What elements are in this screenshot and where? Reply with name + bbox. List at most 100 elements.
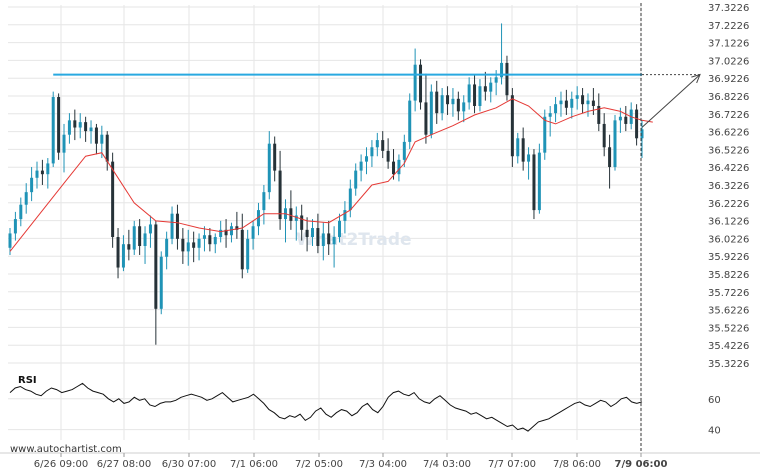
candle-body [19,204,23,220]
y-tick-label: 35.6226 [708,306,749,317]
candle-body [462,102,466,112]
candle-body [273,143,277,171]
watermark: What2Trade [296,230,412,250]
x-tick-label: 7/1 06:00 [230,459,278,470]
candle-body [159,256,163,309]
y-tick-label: 36.3226 [708,181,749,192]
x-tick-label: 6/30 07:00 [162,459,216,470]
x-tick-label: 6/27 08:00 [97,459,151,470]
x-tick-label: 7/4 03:00 [423,459,471,470]
candle-body [84,122,88,132]
candle-body [608,147,612,168]
x-tick-label: 6/26 09:00 [34,459,88,470]
rsi-axis-ticks: 60 40 [708,395,721,437]
candle-body [532,154,536,211]
candle-body [116,237,120,268]
candle-body [478,86,482,106]
candle-body [197,238,201,248]
candle-body [300,215,304,230]
candle-body [321,233,325,246]
candle-body [575,95,579,99]
candle-body [559,100,563,105]
candle-body [67,120,71,135]
candle-body [111,161,115,238]
candle-body [548,113,552,117]
candle-body [402,141,406,160]
candle-body [175,213,179,239]
candle-body [375,140,379,148]
candle-body [13,219,17,234]
x-tick-label: 7/8 06:00 [553,459,601,470]
y-tick-label: 35.3226 [708,359,749,370]
projection-arrow-head [691,73,701,84]
y-tick-label: 37.1226 [708,39,749,50]
candle-body [132,226,136,250]
candle-body [381,140,385,151]
y-tick-label: 36.8226 [708,92,749,103]
y-tick-label: 36.7226 [708,110,749,121]
y-tick-label: 36.9226 [708,74,749,85]
candle-body [251,226,255,239]
candle-body [408,100,412,142]
y-tick-label: 36.6226 [708,128,749,139]
candle-body [289,208,293,221]
y-tick-label: 35.4226 [708,341,749,352]
candle-body [105,134,109,162]
candle-body [208,235,212,245]
candle-body [219,229,223,238]
candle-body [165,238,169,257]
y-axis-ticks: 37.3226 37.2226 37.1226 37.0226 36.9226 36.82… [708,3,749,370]
candle-body [370,147,374,157]
candle-body [602,123,606,148]
candle-body [446,95,450,105]
candle-body [143,233,147,246]
y-tick-label: 37.0226 [708,56,749,67]
y-tick-label: 37.3226 [708,3,749,14]
candle-body [138,226,142,246]
candle-body [240,229,244,270]
candle-body [224,229,228,236]
y-tick-label: 35.5226 [708,323,749,334]
candle-body [267,143,271,193]
candle-body [564,100,568,108]
candle-body [46,163,50,175]
candle-body [294,215,298,221]
moving-average-line [9,98,653,252]
candle-body [332,237,336,245]
candle-body [89,127,93,132]
candle-body [429,91,433,135]
candle-body [613,120,617,168]
candle-body [467,84,471,103]
y-tick-label: 36.0226 [708,234,749,245]
y-tick-label: 36.4226 [708,163,749,174]
candle-body [78,122,82,128]
rsi-tick-label: 60 [708,395,721,406]
candle-body [278,170,282,220]
candle-body [554,104,558,114]
candle-body [8,233,12,248]
candle-body [343,210,347,221]
y-tick-label: 36.2226 [708,199,749,210]
candle-body [521,138,525,162]
candle-body [413,64,417,101]
candle-body [640,129,644,139]
x-tick-label: 7/9 06:00 [615,459,668,470]
candle-body [30,177,34,193]
candle-body [213,237,217,245]
rsi-label: RSI [18,375,37,386]
candle-body [527,154,531,162]
y-tick-label: 37.2226 [708,21,749,32]
candle-body [591,100,595,106]
y-tick-label: 36.1226 [708,217,749,228]
y-tick-label: 35.8226 [708,270,749,281]
candle-body [435,91,439,114]
candle-body [354,170,358,189]
candle-body [456,98,460,112]
candle-body [181,238,185,252]
candle-body [365,156,369,162]
candle-body [229,226,233,236]
x-axis-ticks: 6/26 09:00 6/27 08:00 6/30 07:00 7/1 06:00 7… [34,453,668,470]
candle-body [121,244,125,268]
candle-body [338,220,342,238]
rsi-line [9,382,643,432]
